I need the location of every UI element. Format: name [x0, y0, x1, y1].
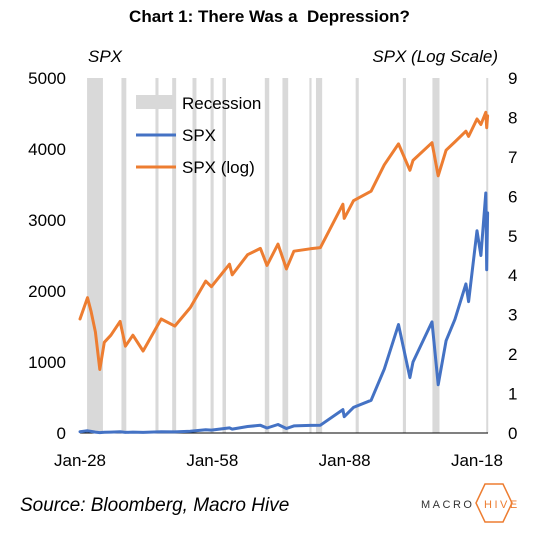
recession-band — [121, 78, 127, 433]
recession-band — [264, 78, 270, 433]
y-left-tick-label: 5000 — [28, 69, 66, 88]
chart-series — [78, 110, 490, 435]
y-left-tick-label: 0 — [57, 424, 66, 443]
recession-band — [172, 78, 177, 433]
y-right-tick-label: 0 — [508, 424, 517, 443]
recession-band — [87, 78, 103, 433]
recession-band — [192, 78, 197, 433]
x-tick-label: Jan-28 — [54, 451, 106, 470]
y-right-tick-label: 3 — [508, 306, 517, 325]
y-right-tick-label: 9 — [508, 69, 517, 88]
logo-text-left: MACRO — [421, 499, 474, 511]
y-right-tick-label: 5 — [508, 227, 517, 246]
recession-band — [315, 78, 323, 433]
y-right-tick-label: 1 — [508, 385, 517, 404]
right-axis-title: SPX (Log Scale) — [372, 47, 498, 66]
y-left-tick-label: 2000 — [28, 282, 66, 301]
x-tick-label: Jan-18 — [451, 451, 503, 470]
source-note: Source: Bloomberg, Macro Hive — [20, 495, 290, 516]
recession-bands — [87, 78, 489, 433]
x-tick-label: Jan-58 — [186, 451, 238, 470]
legend-spx-log-label: SPX (log) — [182, 158, 255, 177]
y-right-tick-label: 6 — [508, 187, 517, 206]
y-right-tick-label: 8 — [508, 108, 517, 127]
chart-axes: 0 1000 2000 3000 4000 5000 0 1 2 3 4 5 6 7 8 9 Jan-28 Jan… — [28, 47, 517, 470]
recession-band — [222, 78, 226, 433]
recession-band — [309, 78, 312, 433]
y-left-tick-label: 1000 — [28, 353, 66, 372]
recession-band — [355, 78, 359, 433]
hexagon-icon — [475, 483, 513, 523]
recession-band — [282, 78, 289, 433]
legend-spx-label: SPX — [182, 126, 216, 145]
recession-band — [155, 78, 159, 433]
spx-log-line — [78, 110, 490, 371]
chart-title: Chart 1: There Was a Depression? — [129, 7, 410, 26]
y-left-tick-label: 4000 — [28, 140, 66, 159]
x-tick-label: Jan-88 — [319, 451, 371, 470]
logo-text-right: HIVE — [484, 499, 520, 511]
y-right-tick-label: 2 — [508, 345, 517, 364]
macro-hive-logo: MACRO HIVE — [421, 483, 520, 523]
recession-band — [210, 78, 214, 433]
recession-band — [402, 78, 406, 433]
y-left-tick-label: 3000 — [28, 211, 66, 230]
left-axis-title: SPX — [88, 47, 123, 66]
recession-band — [432, 78, 440, 433]
spx-line — [78, 191, 490, 435]
y-right-tick-label: 7 — [508, 148, 517, 167]
legend-recession-swatch — [136, 95, 176, 109]
y-right-tick-label: 4 — [508, 266, 517, 285]
legend-recession-label: Recession — [182, 94, 261, 113]
chart-legend: Recession SPX SPX (log) — [136, 94, 261, 177]
